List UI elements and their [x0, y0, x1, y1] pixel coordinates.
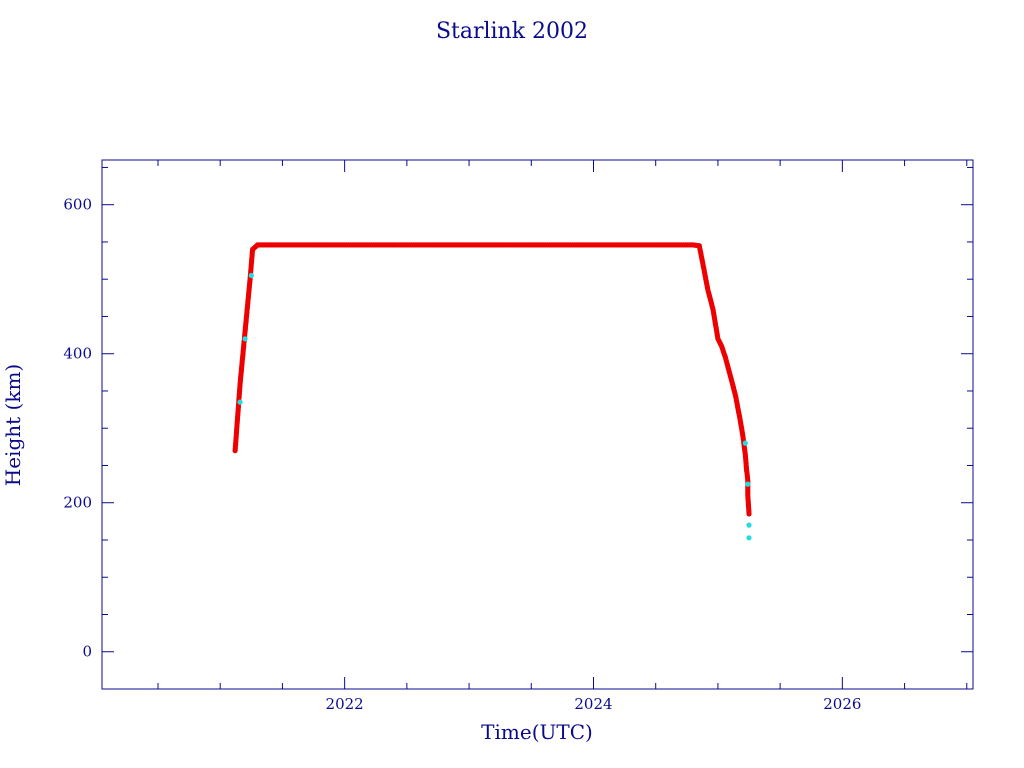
y-tick-label: 0	[82, 643, 92, 661]
x-tick-label: 2024	[574, 695, 612, 713]
plot-frame	[101, 159, 974, 690]
highlight-point	[746, 535, 752, 541]
highlight-point	[237, 399, 243, 405]
x-tick-label: 2026	[823, 695, 861, 713]
y-tick-label: 400	[63, 345, 92, 363]
highlight-point	[745, 481, 751, 487]
data-points	[232, 242, 752, 541]
highlight-point	[742, 440, 748, 446]
chart-title: Starlink 2002	[436, 19, 588, 44]
y-tick-label: 200	[63, 494, 92, 512]
x-axis-label: Time(UTC)	[481, 720, 593, 744]
data-line-group	[234, 244, 750, 514]
data-point	[746, 511, 752, 517]
tick-labels: 2022 2024 2026 0 200 400 600	[63, 196, 861, 713]
y-axis-label: Height (km)	[1, 364, 25, 486]
axis-ticks	[102, 160, 973, 690]
highlight-point	[248, 272, 254, 279]
y-tick-label: 600	[63, 196, 92, 214]
series-line	[234, 244, 750, 514]
highlight-point	[242, 336, 248, 342]
highlight-point	[746, 522, 752, 528]
x-tick-label: 2022	[326, 695, 364, 713]
